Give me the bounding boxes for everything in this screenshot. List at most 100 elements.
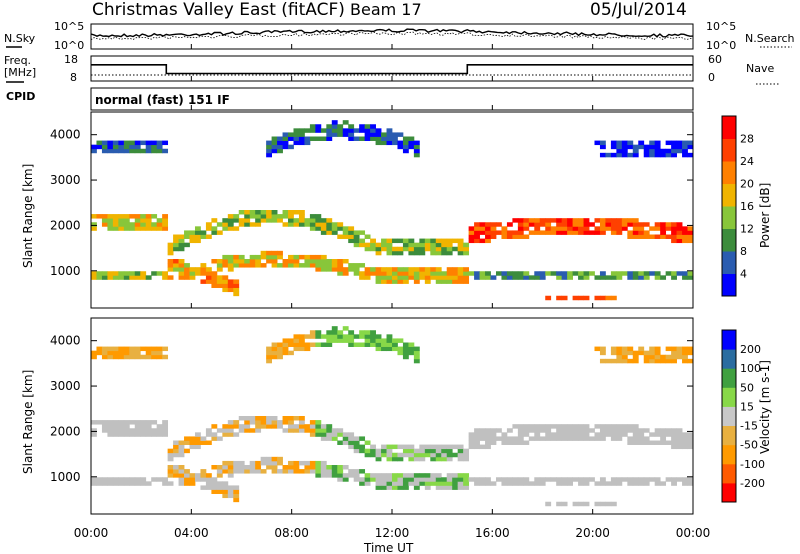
velocity-cell (474, 428, 480, 433)
velocity-cell (342, 473, 349, 478)
velocity-cell (293, 342, 300, 347)
velocity-cell (599, 428, 606, 433)
velocity-cell (627, 358, 634, 364)
power-cell (621, 148, 628, 154)
velocity-cell (572, 428, 579, 433)
power-cell (556, 275, 563, 280)
velocity-cell (200, 469, 207, 474)
power-cell (277, 254, 283, 260)
power-cell (583, 275, 590, 280)
power-cell (643, 148, 650, 154)
velocity-cell (298, 346, 305, 352)
velocity-cell (271, 456, 278, 462)
power-cell (271, 144, 278, 150)
power-cell (682, 230, 688, 235)
velocity-cell (632, 350, 639, 356)
velocity-cell (370, 452, 376, 458)
power-cell (255, 222, 262, 227)
power-cell (402, 148, 409, 154)
power-cell (517, 222, 524, 227)
power-cell (446, 275, 453, 280)
velocity-cell (96, 481, 103, 486)
power-cell (539, 271, 546, 276)
power-cell (271, 259, 278, 264)
velocity-cell (446, 481, 453, 486)
velocity-cell (91, 481, 97, 486)
velocity-cell (331, 432, 338, 437)
power-cell (91, 226, 97, 231)
velocity-cell (249, 469, 256, 474)
velocity-cell (386, 485, 393, 490)
noise-tick-left-bottom: 10^0 (54, 39, 84, 52)
velocity-cell (244, 416, 251, 421)
velocity-cell (216, 469, 223, 474)
velocity-cell (375, 346, 382, 352)
velocity-cell (189, 473, 196, 478)
velocity-cell (255, 428, 262, 433)
velocity-cell (682, 354, 688, 360)
velocity-cell (463, 473, 470, 478)
power-cell (616, 226, 623, 231)
velocity-cell (506, 436, 513, 441)
velocity-cell (107, 424, 114, 429)
velocity-colorbar-tick: -15 (740, 420, 758, 433)
beam-title: Beam 17 (350, 0, 422, 19)
power-cell (589, 222, 595, 227)
power-cell (682, 148, 688, 154)
velocity-cell (249, 428, 256, 433)
velocity-cell (370, 448, 376, 454)
velocity-cell (194, 436, 201, 441)
velocity-cell (293, 334, 300, 339)
power-cell (173, 263, 179, 268)
power-cell (293, 263, 300, 268)
velocity-cell (359, 477, 366, 482)
power-cell (205, 267, 212, 272)
velocity-cell (621, 346, 628, 352)
power-cell (616, 140, 623, 146)
power-cell (238, 259, 245, 264)
velocity-cell (331, 473, 338, 478)
velocity-cell (408, 452, 415, 458)
power-cell (561, 275, 568, 280)
velocity-cell (277, 460, 283, 466)
power-cell (370, 242, 376, 248)
power-colorbar-swatch (722, 138, 736, 162)
power-cell (342, 234, 349, 239)
power-cell (485, 271, 491, 276)
power-cell (293, 259, 300, 264)
freq-tick-right-bottom: 0 (708, 71, 715, 84)
velocity-cell (359, 342, 366, 347)
velocity-cell (654, 354, 661, 360)
velocity-cell (495, 436, 502, 441)
velocity-cell (293, 346, 300, 352)
power-cell (375, 246, 382, 252)
velocity-cell (244, 428, 251, 433)
power-cell (326, 267, 333, 272)
velocity-cell (271, 416, 278, 421)
power-cell (101, 214, 108, 219)
power-cell (331, 124, 338, 129)
power-cell (151, 271, 158, 276)
velocity-cell (676, 477, 683, 482)
power-cell (118, 144, 125, 150)
velocity-cell (468, 444, 475, 450)
velocity-cell (364, 473, 371, 478)
power-cell (643, 222, 650, 227)
power-cell (413, 279, 420, 284)
velocity-cell (194, 477, 201, 482)
power-cell (627, 218, 634, 223)
velocity-cells (91, 326, 694, 507)
power-cell (364, 275, 371, 280)
velocity-cell (463, 452, 470, 458)
power-cell (375, 271, 382, 276)
velocity-cell (309, 342, 316, 347)
velocity-cell (413, 481, 420, 486)
velocity-cell (222, 465, 229, 470)
velocity-cell (632, 432, 639, 437)
velocity-cell (315, 334, 322, 339)
power-cell (594, 226, 601, 231)
velocity-cell (271, 469, 278, 474)
velocity-cell (249, 416, 256, 421)
velocity-cell (386, 452, 393, 458)
power-cell (430, 250, 437, 256)
